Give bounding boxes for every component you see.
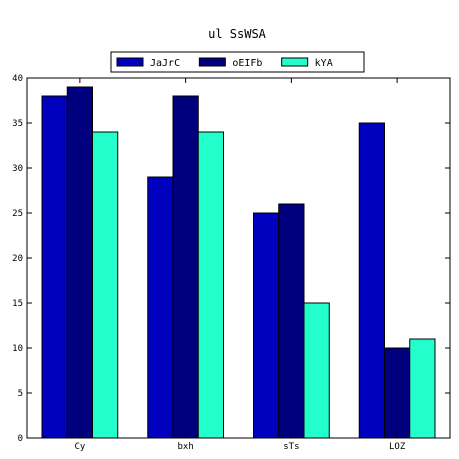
legend-swatch-kYA [281, 57, 309, 67]
y-tick-label: 10 [12, 344, 23, 354]
y-tick-label: 35 [12, 119, 23, 129]
y-tick-label: 5 [18, 389, 23, 399]
legend: JaJrC oEIFb kYA [110, 51, 365, 73]
legend-box [110, 51, 365, 73]
bar-JaJrC-LOZ [358, 122, 385, 439]
legend-swatch-JaJrC [116, 57, 144, 67]
y-tick-label: 15 [12, 299, 23, 309]
legend-label-JaJrC: JaJrC [150, 58, 180, 69]
legend-label-oEIFb: oEIFb [232, 58, 262, 69]
bar-oEIFb-LOZ [384, 347, 411, 439]
bar-kYA-LOZ [409, 338, 436, 439]
bars-group [41, 86, 436, 439]
x-tick-label: sTs [283, 442, 299, 452]
y-tick-label: 25 [12, 209, 23, 219]
chart-title: ul SsWSA [208, 27, 267, 41]
bar-oEIFb-sTs [278, 203, 305, 439]
bar-JaJrC-sTs [253, 212, 280, 439]
bar-oEIFb-Cy [66, 86, 93, 439]
y-tick-label: 30 [12, 164, 23, 174]
y-tick-label: 40 [12, 74, 23, 84]
legend-label-kYA: kYA [315, 58, 333, 69]
x-axis: Cy bxh sTs LOZ [74, 78, 406, 452]
bar-oEIFb-bxh [172, 95, 199, 439]
x-tick-label: bxh [177, 442, 193, 452]
bar-kYA-Cy [92, 131, 119, 439]
y-tick-label: 20 [12, 254, 23, 264]
bar-JaJrC-bxh [147, 176, 174, 439]
x-tick-label: LOZ [389, 442, 406, 452]
bar-kYA-sTs [303, 302, 330, 439]
y-tick-label: 0 [18, 434, 23, 444]
x-tick-label: Cy [74, 442, 85, 452]
legend-swatch-oEIFb [198, 57, 226, 67]
y-axis: 0 5 10 15 20 25 30 35 40 [12, 74, 450, 444]
bar-kYA-bxh [197, 131, 224, 439]
bar-JaJrC-Cy [41, 95, 68, 439]
